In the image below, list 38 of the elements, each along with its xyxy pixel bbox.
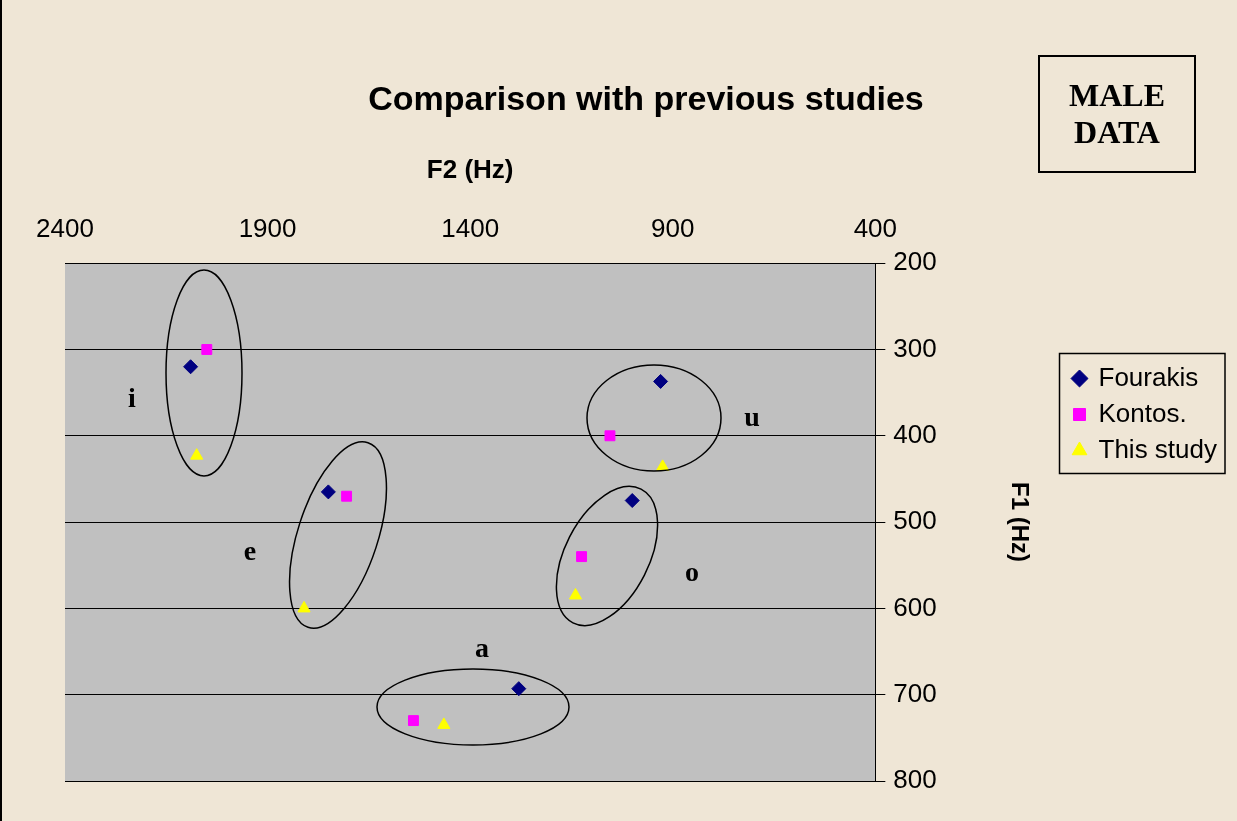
point	[341, 490, 353, 502]
annotation: o	[685, 556, 699, 588]
point	[320, 484, 336, 500]
legend-label: This study	[1098, 433, 1218, 464]
y-tick-label: 300	[893, 332, 937, 363]
annotation: u	[744, 401, 760, 433]
x-tick-label: 1900	[238, 212, 297, 243]
point	[201, 344, 213, 355]
x-tick-label: 400	[853, 212, 898, 243]
point	[190, 448, 204, 460]
y-tick-label: 500	[893, 505, 937, 536]
y-tick-label: 200	[893, 246, 937, 277]
point	[511, 681, 527, 697]
text: MALE DATA	[1038, 55, 1196, 173]
annotation: i	[128, 382, 136, 414]
point	[437, 717, 451, 729]
annotation: e	[243, 535, 257, 567]
chart-title: Comparison with previous studies	[368, 78, 924, 117]
legend-label: Fourakis	[1098, 361, 1199, 392]
point	[604, 430, 616, 442]
x-axis-title: F2 (Hz)	[426, 153, 514, 184]
y-tick-label: 800	[893, 764, 937, 795]
point	[568, 587, 583, 600]
point	[183, 359, 199, 375]
point	[576, 551, 588, 563]
y-tick-label: 700	[893, 677, 937, 708]
y-tick-label: 400	[893, 418, 937, 449]
x-tick-label: 900	[651, 212, 695, 243]
point	[297, 600, 311, 613]
point	[624, 493, 640, 509]
annotation: a	[475, 632, 489, 664]
point	[407, 715, 419, 727]
legend-label: Kontos.	[1098, 397, 1187, 428]
x-tick-label: 2400	[36, 212, 94, 243]
y-tick-label: 600	[893, 591, 937, 622]
x-tick-label: 1400	[441, 212, 500, 243]
y-axis-title: F1 (Hz)	[1007, 482, 1035, 563]
point	[653, 373, 669, 389]
